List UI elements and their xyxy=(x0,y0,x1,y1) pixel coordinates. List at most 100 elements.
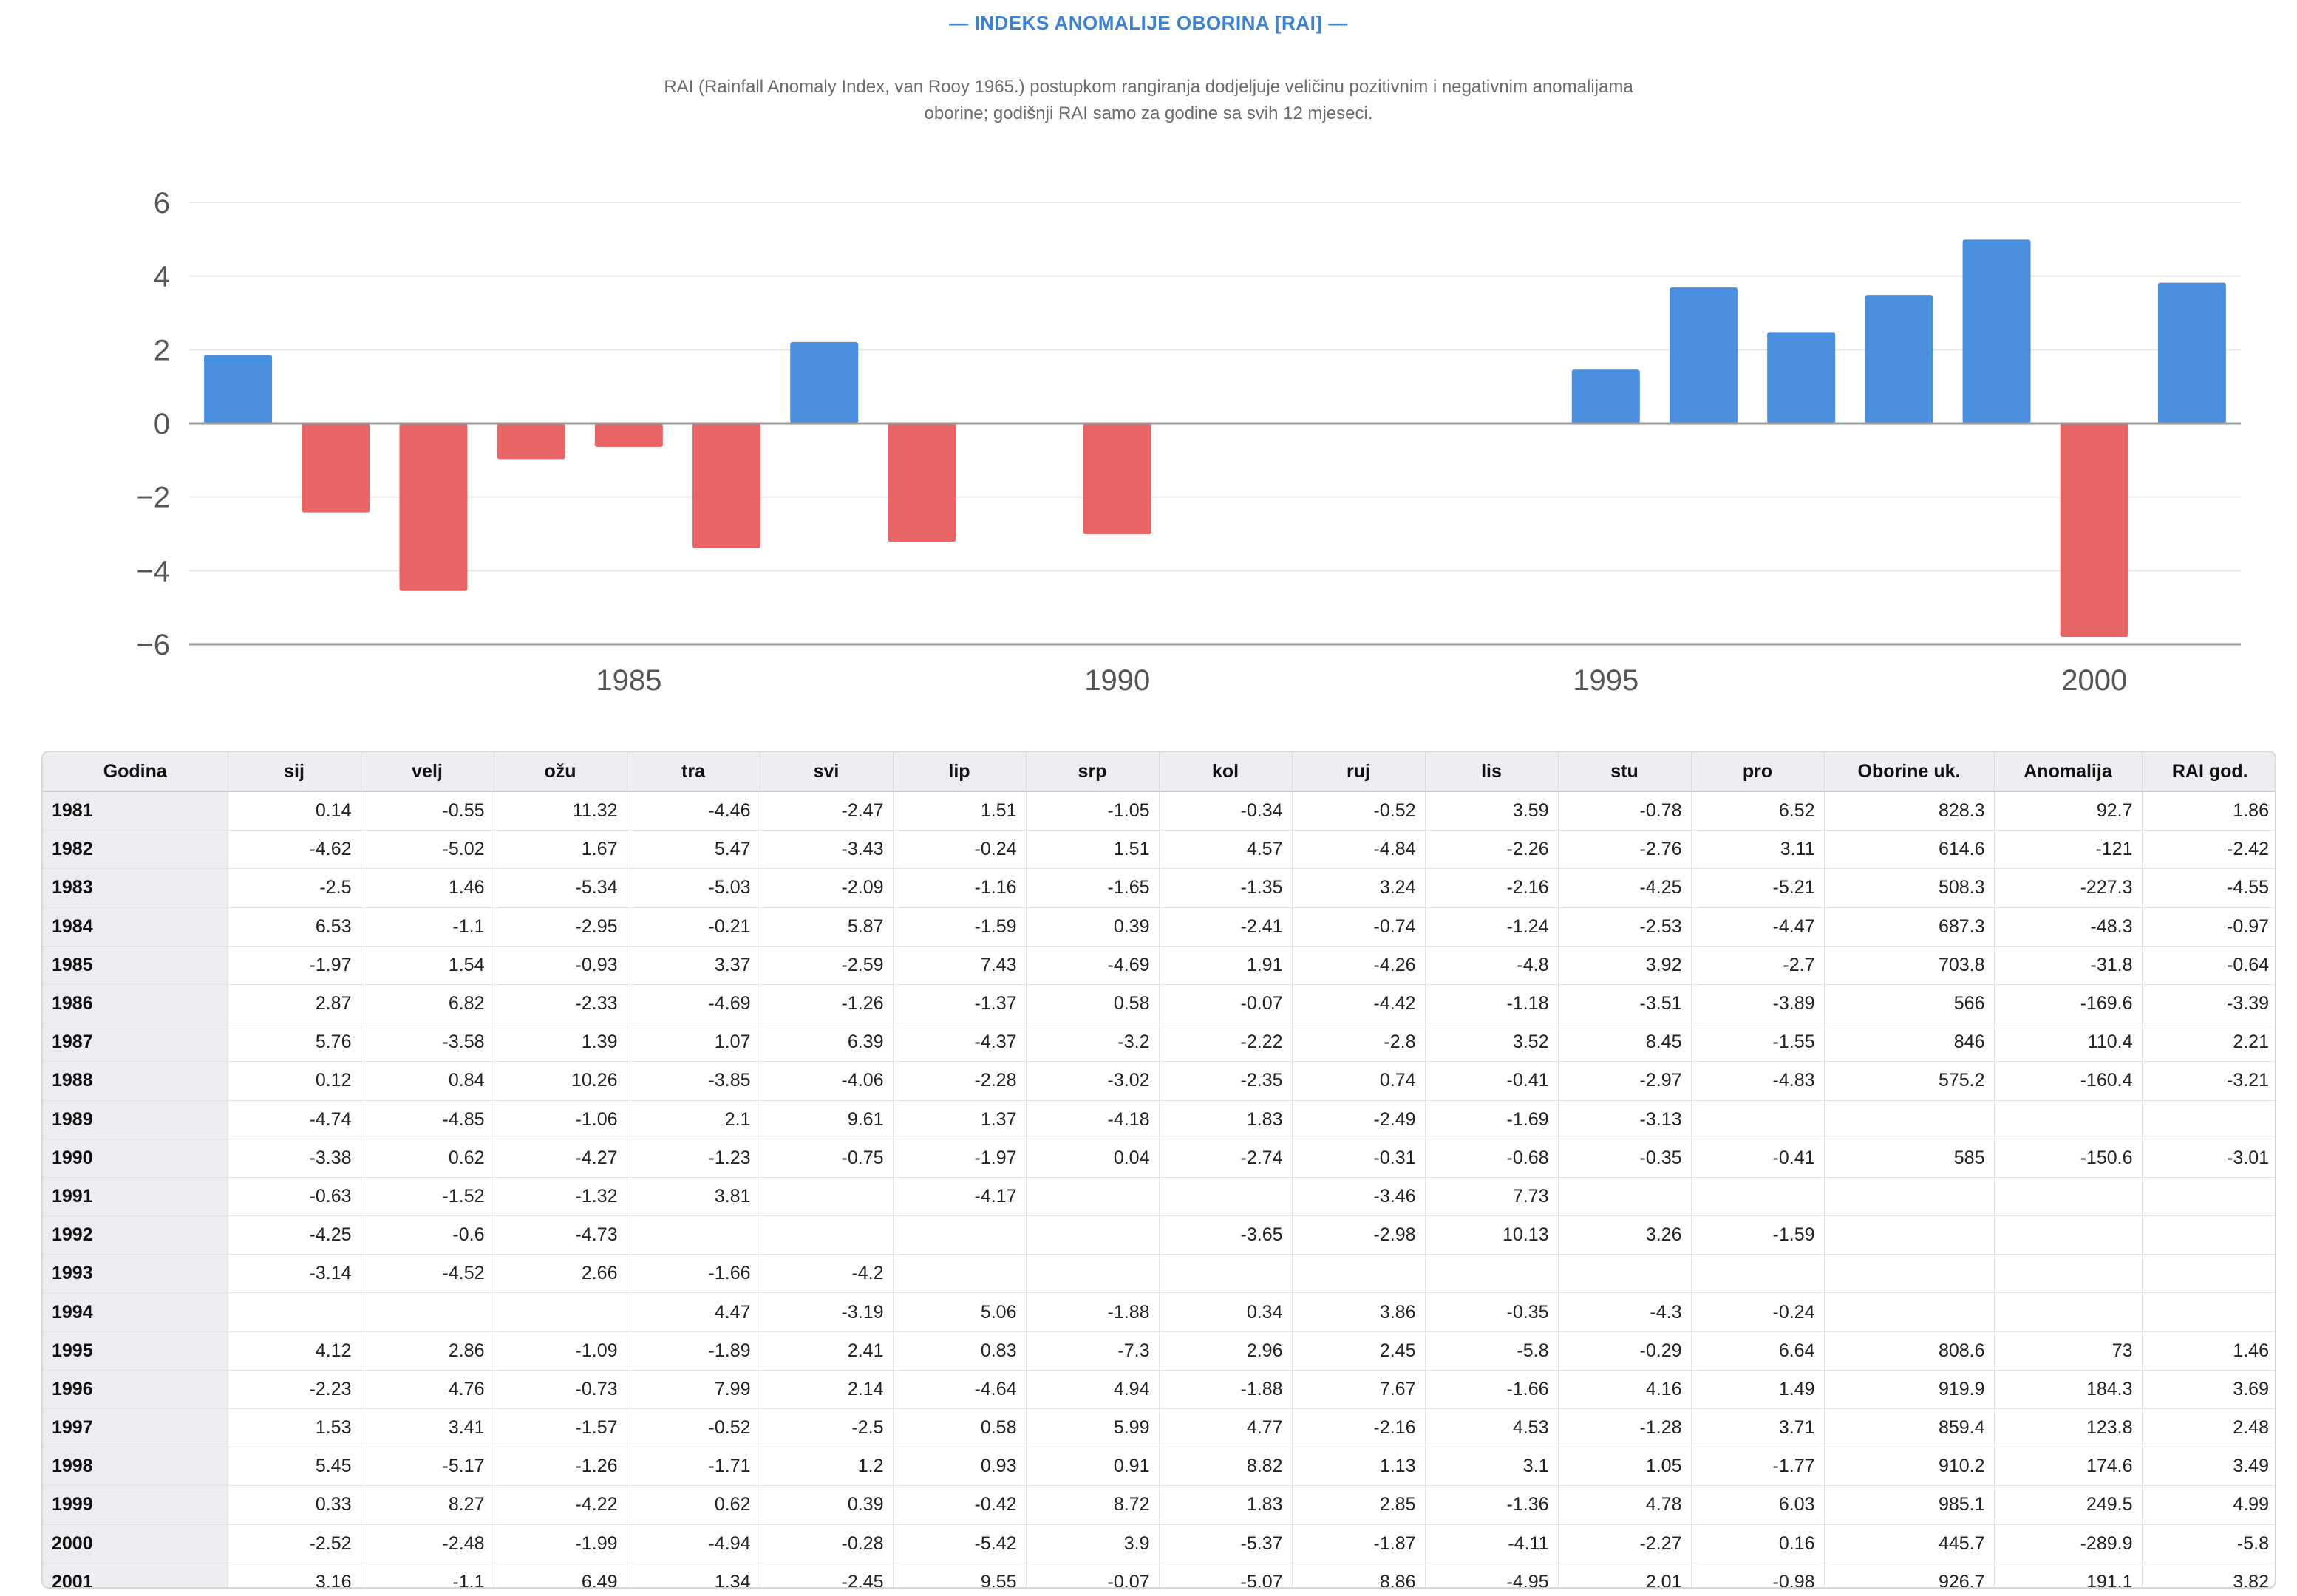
column-header[interactable]: stu xyxy=(1558,752,1692,792)
year-cell: 1992 xyxy=(43,1215,228,1255)
column-header[interactable]: tra xyxy=(627,752,760,792)
column-header[interactable]: ruj xyxy=(1292,752,1426,792)
value-cell: -1.97 xyxy=(228,946,361,985)
value-cell: -5.17 xyxy=(361,1447,494,1487)
value-cell: -0.42 xyxy=(893,1485,1027,1525)
value-cell: 5.06 xyxy=(893,1292,1027,1332)
column-header[interactable]: kol xyxy=(1159,752,1293,792)
column-header[interactable]: ožu xyxy=(494,752,627,792)
bar-1998[interactable] xyxy=(1865,295,1933,423)
value-cell: 8.86 xyxy=(1292,1563,1426,1587)
value-cell: 2.96 xyxy=(1159,1331,1293,1371)
bar-1987[interactable] xyxy=(790,341,859,423)
value-cell: -1.1 xyxy=(361,1563,494,1587)
value-cell: -1.97 xyxy=(893,1139,1027,1178)
value-cell: 5.87 xyxy=(760,907,894,947)
value-cell: -2.76 xyxy=(1558,830,1692,870)
value-cell: 926.7 xyxy=(1824,1563,1995,1587)
value-cell: -1.57 xyxy=(494,1408,627,1448)
value-cell: 3.82 xyxy=(2233,1571,2269,1589)
value-cell: -3.51 xyxy=(1558,984,1692,1024)
value-cell xyxy=(1824,1177,1995,1217)
bar-2001[interactable] xyxy=(2157,282,2226,423)
value-cell: 7.67 xyxy=(1292,1370,1426,1410)
value-cell: 3.71 xyxy=(1691,1408,1825,1448)
value-cell: 1.51 xyxy=(1026,830,1160,870)
value-cell: -0.35 xyxy=(1558,1139,1692,1178)
bar-1995[interactable] xyxy=(1571,369,1640,423)
bar-1999[interactable] xyxy=(1962,239,2031,423)
value-cell xyxy=(1994,1292,2143,1332)
year-cell: 1991 xyxy=(43,1177,228,1217)
value-cell: -0.29 xyxy=(1558,1331,1692,1371)
value-cell: -1.16 xyxy=(893,868,1027,908)
value-cell: 3.16 xyxy=(228,1563,361,1587)
value-cell: 859.4 xyxy=(1824,1408,1995,1448)
value-cell: -4.62 xyxy=(228,830,361,870)
table-row: 1995 4.12 2.86 -1.09 -1.89 2.41 0.83 -7.3 2.96 2.… xyxy=(43,1331,2275,1371)
value-cell: -1.89 xyxy=(627,1331,760,1371)
value-cell xyxy=(1691,1100,1825,1139)
value-cell xyxy=(1292,1254,1426,1294)
value-cell: 2.01 xyxy=(1558,1563,1692,1587)
value-cell: 4.76 xyxy=(361,1370,494,1410)
value-cell: -1.59 xyxy=(1691,1215,1825,1255)
chart-title: — INDEKS ANOMALIJE OBORINA [RAI] — xyxy=(949,12,1348,34)
table-row: 1988 0.12 0.84 10.26 -3.85 -4.06 -2.28 -3.02 -2.… xyxy=(43,1061,2275,1101)
value-cell: 7.43 xyxy=(893,946,1027,985)
bar-1986[interactable] xyxy=(692,423,761,548)
year-cell: 2000 xyxy=(43,1524,228,1563)
table-row: 1984 6.53 -1.1 -2.95 -0.21 5.87 -1.59 0.39 -2.41… xyxy=(43,907,2275,947)
column-header[interactable]: Oborine uk. xyxy=(1824,752,1995,792)
value-cell: 7.99 xyxy=(627,1370,760,1410)
column-header[interactable]: RAI god. xyxy=(2142,752,2275,792)
value-cell: 3.92 xyxy=(1558,946,1692,985)
value-cell xyxy=(1824,1100,1995,1139)
value-cell xyxy=(1824,1215,1995,1255)
value-cell: 4.78 xyxy=(1558,1485,1692,1525)
value-cell: -1.26 xyxy=(494,1447,627,1487)
column-header[interactable]: pro xyxy=(1691,752,1825,792)
bar-1984[interactable] xyxy=(497,423,565,460)
table-row: 1996 -2.23 4.76 -0.73 7.99 2.14 -4.64 4.94 -1.88… xyxy=(43,1370,2275,1410)
bar-2000[interactable] xyxy=(2060,423,2128,638)
value-cell: -1.66 xyxy=(627,1254,760,1294)
value-cell: -3.02 xyxy=(1026,1061,1160,1101)
column-header[interactable]: Anomalija xyxy=(1994,752,2143,792)
bar-1990[interactable] xyxy=(1083,423,1151,534)
column-header[interactable]: svi xyxy=(760,752,894,792)
value-cell: -0.24 xyxy=(1691,1292,1825,1332)
bar-1985[interactable] xyxy=(594,423,663,447)
column-header[interactable]: Godina xyxy=(43,752,228,792)
bar-1988[interactable] xyxy=(888,423,956,542)
year-cell: 1997 xyxy=(43,1408,228,1448)
value-cell: -5.8 xyxy=(1425,1331,1559,1371)
bar-1983[interactable] xyxy=(399,423,468,591)
value-cell: 2.66 xyxy=(494,1254,627,1294)
value-cell: 1.67 xyxy=(494,830,627,870)
column-header[interactable]: sij xyxy=(228,752,361,792)
column-header[interactable]: lis xyxy=(1425,752,1559,792)
value-cell: -4.18 xyxy=(1026,1100,1160,1139)
value-cell: 1.86 xyxy=(2142,791,2275,831)
value-cell: -1.18 xyxy=(1425,984,1559,1024)
column-header[interactable]: velj xyxy=(361,752,494,792)
bar-1996[interactable] xyxy=(1669,287,1738,423)
bar-1982[interactable] xyxy=(302,423,370,513)
value-cell: -0.07 xyxy=(1026,1563,1160,1587)
value-cell: 4.94 xyxy=(1026,1370,1160,1410)
value-cell: 828.3 xyxy=(1824,791,1995,831)
column-header[interactable]: srp xyxy=(1026,752,1160,792)
value-cell: 7.73 xyxy=(1425,1177,1559,1217)
value-cell xyxy=(1026,1215,1160,1255)
bar-1981[interactable] xyxy=(204,355,273,423)
value-cell: -2.41 xyxy=(1159,907,1293,947)
value-cell xyxy=(1824,1254,1995,1294)
x-tick-label: 2000 xyxy=(2061,664,2127,697)
value-cell: 1.37 xyxy=(893,1100,1027,1139)
value-cell: 2.87 xyxy=(228,984,361,1024)
bar-1997[interactable] xyxy=(1767,332,1836,423)
column-header[interactable]: lip xyxy=(893,752,1027,792)
value-cell: 575.2 xyxy=(1824,1061,1995,1101)
table-row: 1993 -3.14 -4.52 2.66 -1.66 -4.2 xyxy=(43,1254,2275,1294)
